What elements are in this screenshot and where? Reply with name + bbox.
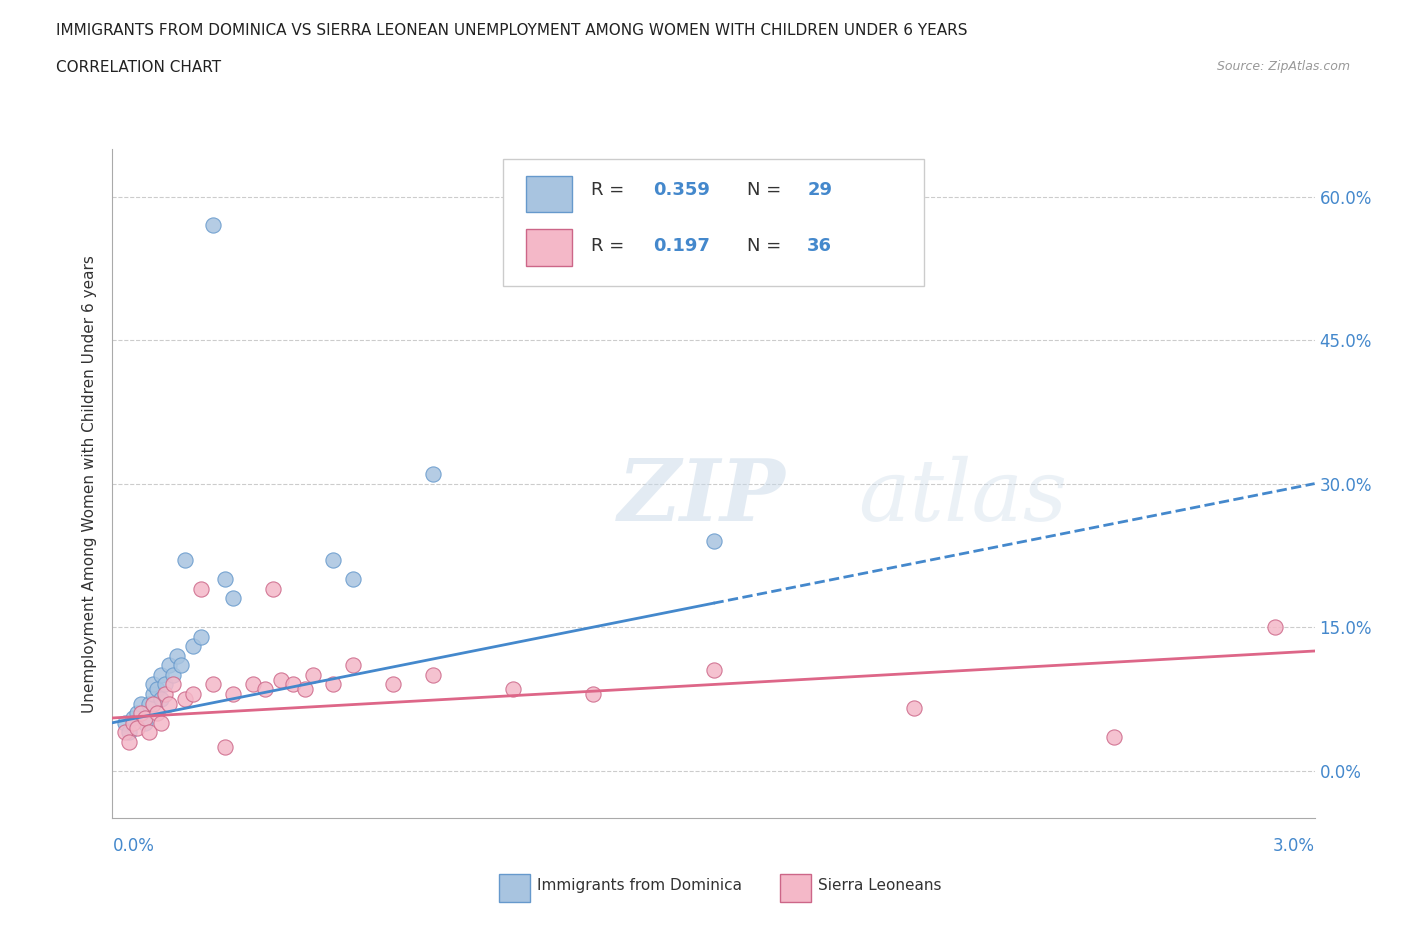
Point: [141, 697, 163, 711]
Point: [190, 581, 212, 596]
Point: [222, 591, 245, 605]
Point: [262, 581, 284, 596]
Text: CORRELATION CHART: CORRELATION CHART: [56, 60, 221, 75]
Point: [181, 639, 204, 654]
Text: Sierra Leoneans: Sierra Leoneans: [818, 878, 942, 893]
Point: [173, 691, 195, 706]
Text: R =: R =: [591, 237, 624, 255]
Point: [141, 677, 163, 692]
Point: [253, 682, 276, 697]
Point: [162, 668, 184, 683]
Point: [129, 706, 152, 721]
Point: [153, 677, 176, 692]
Point: [301, 668, 323, 683]
Text: R =: R =: [591, 181, 624, 199]
Point: [1263, 619, 1285, 634]
Point: [381, 677, 405, 692]
Point: [138, 697, 160, 711]
Text: 0.197: 0.197: [654, 237, 710, 255]
Point: [322, 677, 344, 692]
Point: [201, 218, 224, 232]
Point: [222, 686, 245, 701]
Point: [117, 735, 139, 750]
Point: [166, 648, 188, 663]
Point: [134, 711, 156, 725]
Text: N =: N =: [747, 237, 782, 255]
Point: [201, 677, 224, 692]
Point: [125, 706, 148, 721]
Point: [702, 663, 725, 678]
Point: [342, 572, 364, 587]
Point: [117, 724, 139, 739]
Point: [270, 672, 292, 687]
Text: Source: ZipAtlas.com: Source: ZipAtlas.com: [1216, 60, 1350, 73]
Point: [114, 715, 136, 730]
Point: [422, 467, 444, 482]
Point: [322, 552, 344, 567]
Point: [129, 697, 152, 711]
Text: atlas: atlas: [858, 456, 1067, 538]
Y-axis label: Unemployment Among Women with Children Under 6 years: Unemployment Among Women with Children U…: [82, 255, 97, 712]
Point: [173, 552, 195, 567]
Point: [121, 715, 143, 730]
Point: [422, 668, 444, 683]
Point: [214, 739, 236, 754]
Point: [903, 701, 925, 716]
Point: [162, 677, 184, 692]
Text: Immigrants from Dominica: Immigrants from Dominica: [537, 878, 742, 893]
Point: [242, 677, 264, 692]
Point: [702, 534, 725, 549]
Point: [149, 691, 172, 706]
Point: [138, 724, 160, 739]
Text: 0.359: 0.359: [654, 181, 710, 199]
Text: N =: N =: [747, 181, 782, 199]
Point: [582, 686, 605, 701]
Bar: [526, 176, 572, 212]
Point: [149, 668, 172, 683]
FancyBboxPatch shape: [503, 159, 924, 286]
Point: [157, 658, 180, 672]
Point: [190, 630, 212, 644]
Text: 0.0%: 0.0%: [112, 837, 155, 855]
Point: [149, 715, 172, 730]
Point: [134, 715, 156, 730]
Point: [294, 682, 316, 697]
Point: [214, 572, 236, 587]
Point: [153, 686, 176, 701]
Point: [1102, 730, 1125, 745]
Point: [145, 706, 167, 721]
Text: 29: 29: [807, 181, 832, 199]
Point: [114, 724, 136, 739]
Text: IMMIGRANTS FROM DOMINICA VS SIERRA LEONEAN UNEMPLOYMENT AMONG WOMEN WITH CHILDRE: IMMIGRANTS FROM DOMINICA VS SIERRA LEONE…: [56, 23, 967, 38]
Text: ZIP: ZIP: [617, 456, 785, 538]
Text: 36: 36: [807, 237, 832, 255]
Text: 3.0%: 3.0%: [1272, 837, 1315, 855]
Point: [281, 677, 304, 692]
Point: [157, 697, 180, 711]
Point: [145, 682, 167, 697]
Point: [342, 658, 364, 672]
Point: [181, 686, 204, 701]
Point: [502, 682, 524, 697]
Point: [125, 720, 148, 735]
Point: [169, 658, 191, 672]
Bar: [526, 229, 572, 266]
Point: [121, 711, 143, 725]
Point: [141, 686, 163, 701]
